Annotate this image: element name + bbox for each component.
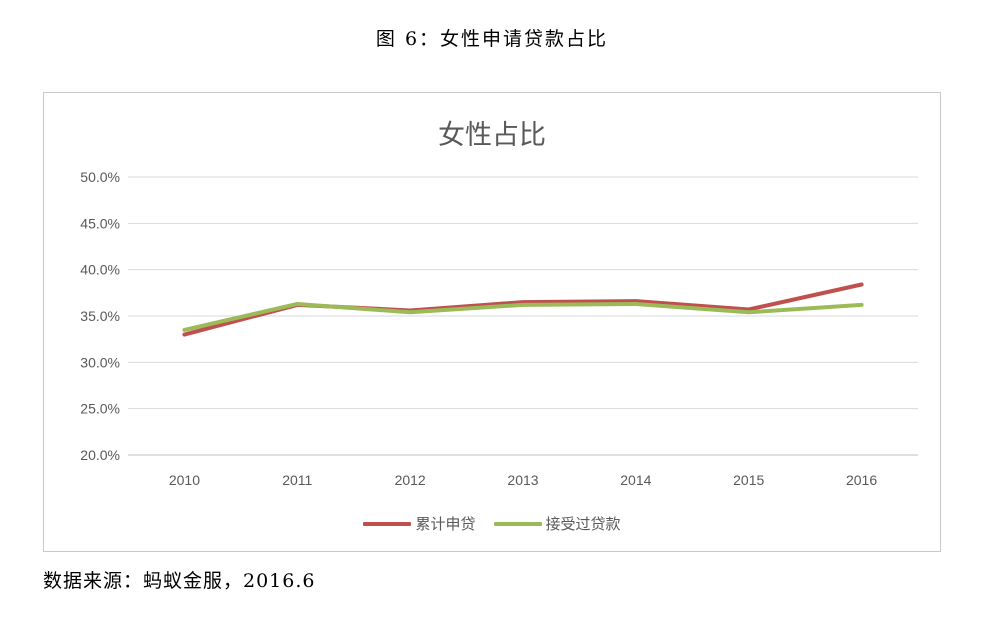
y-tick-label: 30.0% <box>80 354 120 370</box>
series-lines <box>182 282 864 337</box>
legend-swatch-series-0 <box>363 521 412 526</box>
legend-label-series-1: 接受过贷款 <box>545 515 621 533</box>
legend-item-series-1: 接受过贷款 <box>493 513 621 534</box>
y-tick-label: 45.0% <box>80 215 120 231</box>
series-line-1 <box>182 301 864 332</box>
y-tick-label: 50.0% <box>80 169 120 185</box>
data-source-note: 数据来源：蚂蚁金服，2016.6 <box>43 570 316 592</box>
line-chart: 20.0% 25.0% 30.0% 35.0% 40.0% 45.0% 50.0% 2010… <box>80 169 918 488</box>
y-tick-label: 40.0% <box>80 262 120 278</box>
legend-label-series-0: 累计申贷 <box>415 515 476 533</box>
x-tick-label: 2016 <box>846 472 877 488</box>
chart-title: 女性占比 <box>438 120 546 151</box>
y-tick-label: 20.0% <box>80 447 120 463</box>
y-axis-ticks: 20.0% 25.0% 30.0% 35.0% 40.0% 45.0% 50.0% <box>80 169 120 463</box>
series-line-0 <box>182 282 864 337</box>
legend-swatch-series-1 <box>493 521 542 526</box>
x-tick-label: 2012 <box>395 472 426 488</box>
y-tick-label: 25.0% <box>80 401 120 417</box>
y-tick-label: 35.0% <box>80 308 120 324</box>
figure-caption: 图 6：女性申请贷款占比 <box>375 28 609 50</box>
chart-container: 女性占比 20.0% 25.0% 30.0% 35.0% 40.0% 45.0% 50.0%… <box>43 92 941 552</box>
x-tick-label: 2013 <box>507 472 538 488</box>
x-tick-label: 2015 <box>733 472 764 488</box>
x-axis-ticks: 2010 2011 2012 2013 2014 2015 2016 <box>169 472 878 488</box>
legend-item-series-0: 累计申贷 <box>363 513 476 534</box>
x-tick-label: 2011 <box>282 472 312 488</box>
legend: 累计申贷 接受过贷款 <box>44 513 940 534</box>
x-tick-label: 2010 <box>169 472 200 488</box>
x-tick-label: 2014 <box>620 472 651 488</box>
